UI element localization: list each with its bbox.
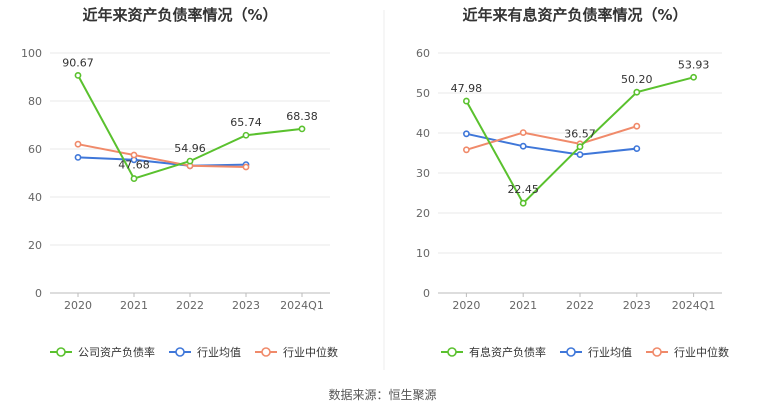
legend-item[interactable]: 公司资产负债率 <box>50 345 155 359</box>
data-label: 36.57 <box>564 128 596 141</box>
y-tick-label: 10 <box>416 247 430 260</box>
data-label: 68.38 <box>286 110 318 123</box>
series-line <box>77 143 247 168</box>
data-point <box>298 125 306 133</box>
legend-label: 公司资产负债率 <box>78 345 155 359</box>
legend-label: 行业中位数 <box>283 345 338 359</box>
legend-label: 行业均值 <box>588 346 632 359</box>
y-tick-label: 60 <box>28 143 42 156</box>
chart-2: 近年来有息资产负债率情况（%） 0 10 20 30 40 50 60 2020 2021 2022… <box>416 6 729 359</box>
x-tick-label: 2023 <box>232 299 260 312</box>
y-tick-label: 80 <box>28 95 42 108</box>
y-tick-label: 30 <box>416 167 430 180</box>
data-point <box>576 143 584 151</box>
chart-title: 近年来资产负债率情况（%） <box>82 6 277 24</box>
x-tick-label: 2024Q1 <box>672 299 716 312</box>
data-point <box>462 97 470 105</box>
legend-item[interactable]: 有息资产负债率 <box>441 345 546 359</box>
data-point <box>633 88 641 96</box>
y-tick-label: 0 <box>35 287 42 300</box>
data-label: 90.67 <box>62 56 94 69</box>
legend-marker-icon <box>652 347 662 357</box>
y-tick-label: 20 <box>28 239 42 252</box>
data-label: 53.93 <box>678 58 710 71</box>
legend-marker-icon <box>261 347 271 357</box>
data-point <box>242 163 250 171</box>
legend-item[interactable]: 行业均值 <box>169 346 241 359</box>
y-tick-label: 40 <box>28 191 42 204</box>
data-point <box>633 122 641 130</box>
data-point <box>130 151 138 159</box>
legend-marker-icon <box>175 347 185 357</box>
y-tick-label: 40 <box>416 127 430 140</box>
series-line <box>466 132 637 156</box>
legend-label: 有息资产负债率 <box>469 345 546 359</box>
data-point <box>74 153 82 161</box>
data-point <box>633 145 641 152</box>
y-tick-label: 100 <box>21 47 42 60</box>
x-tick-label: 2020 <box>452 299 480 312</box>
data-point <box>74 140 82 148</box>
legend-item[interactable]: 行业均值 <box>560 346 632 359</box>
x-tick-label: 2023 <box>623 299 651 312</box>
legend-marker-icon <box>447 347 457 357</box>
data-point <box>519 199 527 207</box>
series-line <box>466 125 638 151</box>
series-line <box>77 156 247 167</box>
data-point <box>576 151 584 158</box>
data-point <box>462 146 470 154</box>
x-tick-label: 2024Q1 <box>280 299 324 312</box>
data-label: 65.74 <box>230 116 262 129</box>
chart-1: 近年来资产负债率情况（%） 0 20 40 60 80 100 2020 2021 2022 202… <box>21 6 338 359</box>
data-point <box>519 142 527 150</box>
data-point <box>242 131 250 139</box>
chart-title: 近年来有息资产负债率情况（%） <box>462 6 687 24</box>
x-tick-label: 2021 <box>120 299 148 312</box>
y-tick-label: 20 <box>416 207 430 220</box>
x-tick-label: 2022 <box>176 299 204 312</box>
data-label: 54.96 <box>174 142 206 155</box>
legend-label: 行业中位数 <box>674 345 729 359</box>
data-point <box>690 73 697 81</box>
x-tick-label: 2020 <box>64 299 92 312</box>
x-tick-label: 2022 <box>566 299 594 312</box>
data-point <box>519 129 527 136</box>
legend-marker-icon <box>56 347 66 357</box>
x-tick-label: 2021 <box>509 299 537 312</box>
legend-marker-icon <box>566 347 576 357</box>
data-point <box>130 175 138 182</box>
y-tick-label: 50 <box>416 87 430 100</box>
data-point <box>186 157 194 165</box>
y-tick-label: 60 <box>416 47 430 60</box>
data-point <box>74 71 82 79</box>
data-source-label: 数据来源：恒生聚源 <box>328 388 437 402</box>
data-point <box>462 130 470 138</box>
data-label: 47.68 <box>118 159 150 172</box>
y-tick-label: 0 <box>423 287 430 300</box>
legend-item[interactable]: 行业中位数 <box>646 345 729 359</box>
data-label: 47.98 <box>451 82 483 95</box>
data-label: 50.20 <box>621 73 653 86</box>
data-label: 22.45 <box>507 183 539 196</box>
legend-label: 行业均值 <box>197 346 241 359</box>
legend-item[interactable]: 行业中位数 <box>255 345 338 359</box>
